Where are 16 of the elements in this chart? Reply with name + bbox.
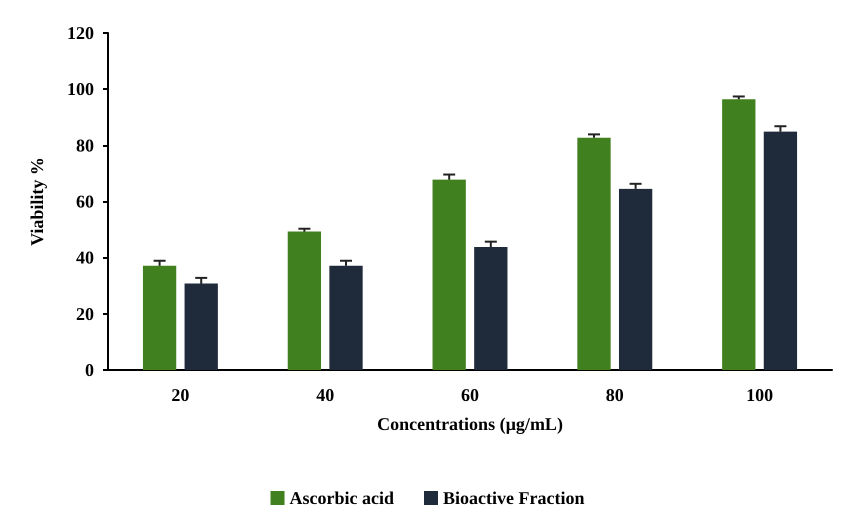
y-tick-label: 40 <box>76 248 94 268</box>
x-tick-label: 40 <box>316 385 334 405</box>
y-axis-title: Viability % <box>27 157 47 246</box>
y-tick-label: 60 <box>76 192 94 212</box>
y-tick-label: 100 <box>67 79 94 100</box>
y-tick-label: 80 <box>76 135 94 156</box>
x-tick-label: 60 <box>461 385 479 405</box>
x-tick-label: 80 <box>606 385 624 405</box>
y-tick-label: 20 <box>76 304 94 324</box>
y-tick-label: 120 <box>67 23 94 43</box>
x-tick-label: 20 <box>171 385 190 405</box>
legend-label: Ascorbic acid <box>290 488 394 508</box>
x-tick-label: 100 <box>746 385 774 405</box>
x-axis-title: Concentrations (µg/mL) <box>377 414 563 434</box>
y-tick-label: 0 <box>85 360 94 380</box>
legend-label: Bioactive Fraction <box>443 488 584 508</box>
